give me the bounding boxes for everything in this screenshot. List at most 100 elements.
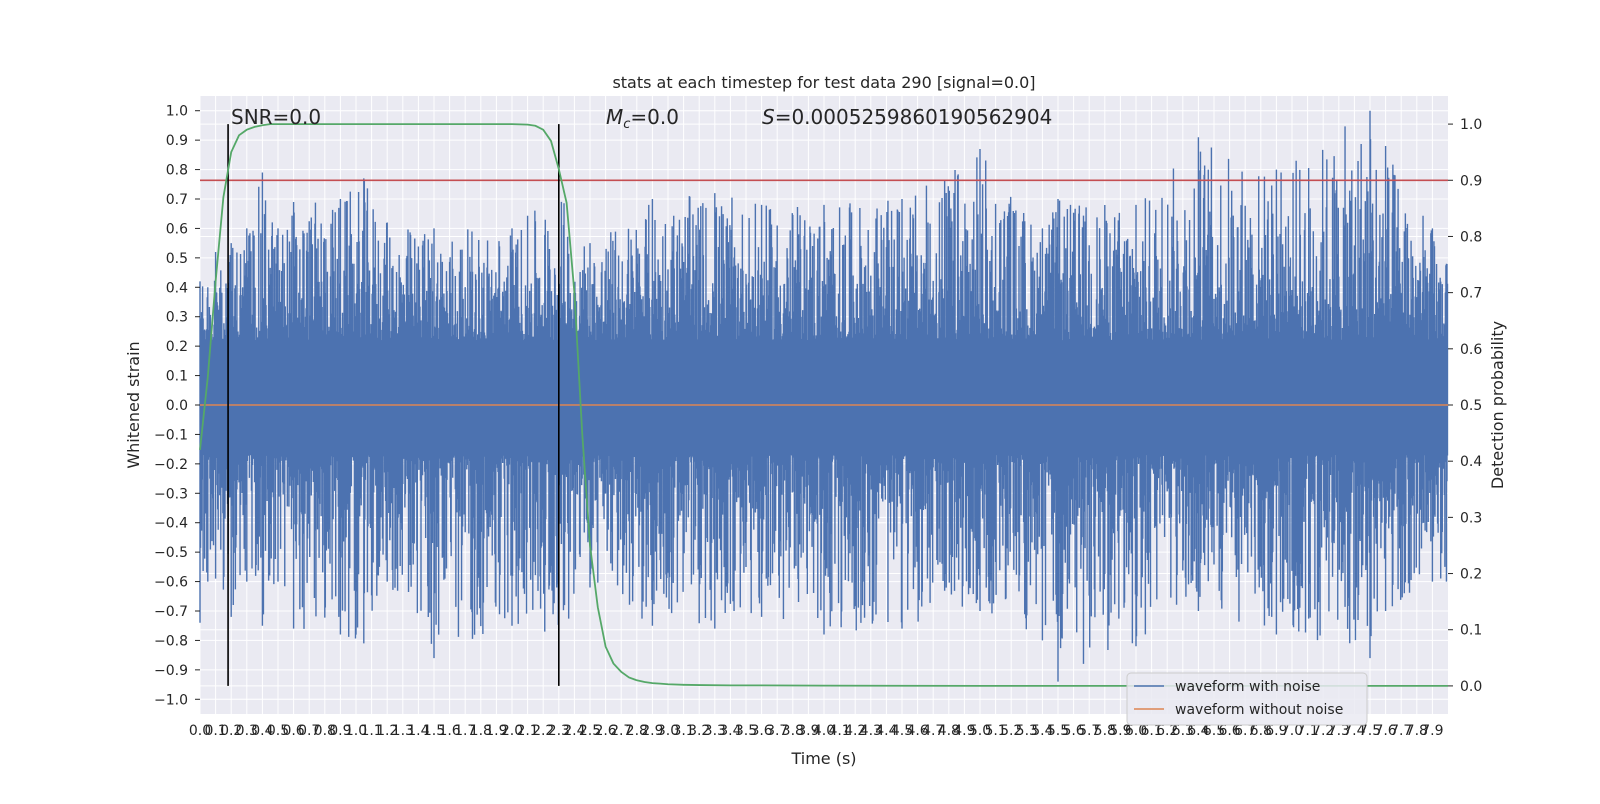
x-tick-label: 7.9 [1421, 723, 1443, 739]
y-right-tick-label: 0.4 [1460, 454, 1482, 470]
x-tick-label: 2.7 [610, 723, 632, 739]
y-tick-label: 0.0 [166, 398, 188, 414]
y-tick-label: 1.0 [166, 104, 188, 120]
x-tick-label: 4.9 [953, 723, 975, 739]
x-tick-label: 0.3 [236, 723, 258, 739]
x-tick-label: 5.6 [1062, 723, 1084, 739]
x-tick-label: 3.6 [750, 723, 772, 739]
x-tick-label: 6.7 [1234, 723, 1256, 739]
x-tick-label: 2.9 [641, 723, 663, 739]
x-tick-label: 7.7 [1390, 723, 1412, 739]
y-tick-label: −0.2 [154, 457, 188, 473]
chirp-mass-annotation: Mc=0.0 [606, 105, 679, 132]
y-tick-label: −0.6 [154, 575, 188, 591]
x-tick-label: 4.1 [828, 723, 850, 739]
x-tick-label: 0.0 [189, 723, 211, 739]
y-tick-label: −0.9 [154, 663, 188, 679]
x-tick-label: 1.2 [376, 723, 398, 739]
y-right-tick-label: 0.3 [1460, 510, 1482, 526]
y-right-tick-label: 0.5 [1460, 398, 1482, 414]
legend-label-noise: waveform with noise [1175, 679, 1320, 695]
x-tick-label: 7.3 [1328, 723, 1350, 739]
x-tick-label: 7.1 [1296, 723, 1318, 739]
y-tick-label: −0.5 [154, 545, 188, 561]
x-tick-label: 5.3 [1016, 723, 1038, 739]
y-tick-label: −0.3 [154, 486, 188, 502]
x-tick-label: 1.8 [470, 723, 492, 739]
x-tick-label: 0.2 [220, 723, 242, 739]
x-tick-label: 1.4 [407, 723, 429, 739]
x-tick-label: 4.7 [922, 723, 944, 739]
s-annotation: S=0.0005259860190562904 [762, 105, 1052, 129]
x-tick-label: 5.1 [984, 723, 1006, 739]
x-tick-label: 2.4 [563, 723, 585, 739]
x-tick-label: 6.4 [1187, 723, 1209, 739]
x-tick-label: 5.8 [1094, 723, 1116, 739]
y-right-tick-label: 0.0 [1460, 679, 1482, 695]
x-tick-label: 2.5 [579, 723, 601, 739]
x-tick-label: 0.5 [267, 723, 289, 739]
x-tick-label: 3.5 [735, 723, 757, 739]
y-right-tick-label: 0.9 [1460, 173, 1482, 189]
x-tick-label: 4.2 [844, 723, 866, 739]
y-right-tick-label: 0.2 [1460, 567, 1482, 583]
x-tick-label: 6.2 [1156, 723, 1178, 739]
x-tick-label: 4.6 [906, 723, 928, 739]
x-tick-label: 6.1 [1140, 723, 1162, 739]
snr-annotation: SNR=0.0 [231, 105, 321, 129]
y-right-tick-label: 1.0 [1460, 117, 1482, 133]
x-tick-label: 0.4 [251, 723, 273, 739]
y-axis-left: 1.0 0.9 0.8 0.7 0.6 0.5 0.4 0.3 0.2 0.1 0.0 −0.1 −0.… [154, 104, 200, 708]
y-right-tick-label: 0.7 [1460, 286, 1482, 302]
x-tick-label: 2.0 [501, 723, 523, 739]
x-tick-label: 5.4 [1031, 723, 1053, 739]
x-tick-label: 2.2 [532, 723, 554, 739]
x-tick-label: 4.5 [891, 723, 913, 739]
x-tick-label: 1.9 [485, 723, 507, 739]
x-tick-label: 7.2 [1312, 723, 1334, 739]
x-tick-label: 5.9 [1109, 723, 1131, 739]
x-tick-label: 6.3 [1172, 723, 1194, 739]
x-tick-label: 3.4 [719, 723, 741, 739]
y-tick-label: 0.3 [166, 310, 188, 326]
y-tick-label: −0.7 [154, 604, 188, 620]
x-tick-label: 3.2 [688, 723, 710, 739]
x-tick-label: 6.6 [1218, 723, 1240, 739]
chirp-mass-value: =0.0 [630, 105, 679, 129]
x-tick-label: 6.5 [1203, 723, 1225, 739]
y-tick-label: 0.7 [166, 192, 188, 208]
chart-title: stats at each timestep for test data 290… [612, 73, 1035, 92]
x-tick-label: 3.8 [782, 723, 804, 739]
y-tick-label: 0.4 [166, 280, 188, 296]
legend-box [1126, 672, 1368, 726]
x-tick-label: 2.3 [548, 723, 570, 739]
x-tick-label: 1.6 [438, 723, 460, 739]
x-tick-label: 4.3 [860, 723, 882, 739]
x-tick-label: 0.7 [298, 723, 320, 739]
y-tick-label: 0.5 [166, 251, 188, 267]
legend-label-clean: waveform without noise [1175, 702, 1343, 718]
x-axis-label: Time (s) [790, 749, 856, 768]
y-tick-label: 0.8 [166, 163, 188, 179]
x-tick-label: 7.5 [1359, 723, 1381, 739]
y-tick-label: 0.1 [166, 369, 188, 385]
legend: waveform with noise waveform without noi… [1126, 672, 1368, 726]
x-tick-label: 3.0 [657, 723, 679, 739]
x-tick-label: 2.1 [516, 723, 538, 739]
x-tick-label: 3.9 [797, 723, 819, 739]
y-tick-label: 0.9 [166, 133, 188, 149]
y-axis-right: 1.0 0.9 0.8 0.7 0.6 0.5 0.4 0.3 0.2 0.1 0.0 [1448, 117, 1482, 695]
x-tick-label: 0.9 [329, 723, 351, 739]
x-tick-label: 0.6 [282, 723, 304, 739]
x-tick-label: 2.8 [626, 723, 648, 739]
x-tick-label: 1.0 [345, 723, 367, 739]
x-tick-label: 4.4 [875, 723, 897, 739]
y-right-tick-label: 0.8 [1460, 229, 1482, 245]
x-tick-label: 5.7 [1078, 723, 1100, 739]
x-tick-label: 6.8 [1250, 723, 1272, 739]
x-tick-label: 0.8 [314, 723, 336, 739]
s-value: =0.0005259860190562904 [775, 105, 1053, 129]
x-tick-label: 3.1 [672, 723, 694, 739]
x-tick-label: 7.0 [1281, 723, 1303, 739]
x-tick-label: 1.7 [454, 723, 476, 739]
